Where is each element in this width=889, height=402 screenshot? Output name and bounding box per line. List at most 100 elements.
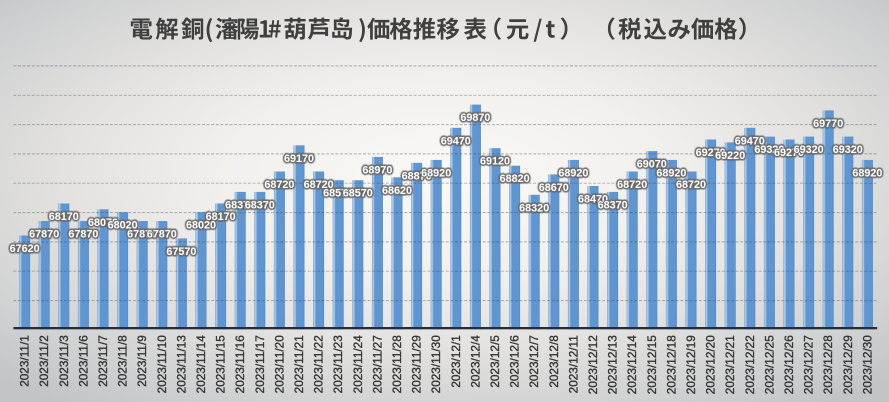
svg-text:69870: 69870 <box>460 112 490 124</box>
svg-text:69120: 69120 <box>480 156 510 168</box>
svg-text:68470: 68470 <box>578 194 608 206</box>
svg-text:68920: 68920 <box>852 167 882 179</box>
svg-text:2023/12/20: 2023/12/20 <box>704 335 718 394</box>
svg-text:2023/11/6: 2023/11/6 <box>76 335 90 387</box>
svg-text:69220: 69220 <box>715 150 745 162</box>
svg-text:68020: 68020 <box>186 220 216 232</box>
svg-text:69070: 69070 <box>637 159 667 171</box>
svg-text:68970: 68970 <box>362 164 392 176</box>
svg-text:68720: 68720 <box>617 179 647 191</box>
svg-text:68570: 68570 <box>323 188 353 200</box>
svg-text:68820: 68820 <box>500 173 530 185</box>
svg-text:69170: 69170 <box>284 153 314 165</box>
svg-text:69470: 69470 <box>735 135 765 147</box>
svg-text:2023/11/28: 2023/11/28 <box>390 335 404 394</box>
svg-text:2023/11/13: 2023/11/13 <box>174 335 188 394</box>
svg-text:67870: 67870 <box>147 229 177 241</box>
svg-text:69320: 69320 <box>833 144 863 156</box>
svg-text:68070: 68070 <box>88 217 118 229</box>
svg-text:2023/11/22: 2023/11/22 <box>312 335 326 393</box>
svg-text:2023/11/3: 2023/11/3 <box>57 335 71 387</box>
svg-text:2023/11/24: 2023/11/24 <box>351 335 365 394</box>
svg-text:2023/11/9: 2023/11/9 <box>135 335 149 387</box>
svg-text:2023/12/11: 2023/12/11 <box>566 335 580 393</box>
svg-text:68720: 68720 <box>304 179 334 191</box>
svg-text:2023/11/16: 2023/11/16 <box>233 335 247 394</box>
svg-text:2023/11/29: 2023/11/29 <box>410 335 424 393</box>
svg-text:2023/11/10: 2023/11/10 <box>155 335 169 394</box>
svg-text:2023/12/25: 2023/12/25 <box>762 335 776 394</box>
svg-text:68370: 68370 <box>245 199 275 211</box>
svg-text:69120: 69120 <box>480 156 510 168</box>
svg-text:2023/12/29: 2023/12/29 <box>841 335 855 394</box>
svg-text:2023/12/18: 2023/12/18 <box>664 335 678 394</box>
svg-text:69270: 69270 <box>696 147 726 159</box>
svg-text:2023/12/28: 2023/12/28 <box>821 335 835 394</box>
svg-text:68570: 68570 <box>343 188 373 200</box>
svg-text:68920: 68920 <box>558 167 588 179</box>
svg-text:68920: 68920 <box>656 167 686 179</box>
svg-text:69220: 69220 <box>715 150 745 162</box>
svg-text:68370: 68370 <box>225 199 255 211</box>
svg-text:68720: 68720 <box>617 179 647 191</box>
svg-text:2023/11/14: 2023/11/14 <box>194 335 208 394</box>
svg-text:68720: 68720 <box>264 179 294 191</box>
svg-text:68320: 68320 <box>519 202 549 214</box>
svg-text:68920: 68920 <box>421 167 451 179</box>
svg-text:69770: 69770 <box>813 118 843 130</box>
svg-text:2023/12/5: 2023/12/5 <box>488 335 502 388</box>
svg-text:2023/11/17: 2023/11/17 <box>253 335 267 393</box>
svg-text:68170: 68170 <box>206 211 236 223</box>
svg-text:67870: 67870 <box>127 229 157 241</box>
svg-text:69320: 69320 <box>754 144 784 156</box>
svg-text:2023/12/26: 2023/12/26 <box>782 335 796 394</box>
svg-text:69320: 69320 <box>754 144 784 156</box>
svg-text:69470: 69470 <box>441 135 471 147</box>
svg-text:68470: 68470 <box>578 194 608 206</box>
svg-text:2023/12/6: 2023/12/6 <box>508 335 522 388</box>
svg-text:68920: 68920 <box>558 167 588 179</box>
svg-text:68620: 68620 <box>382 185 412 197</box>
svg-text:67570: 67570 <box>166 246 196 258</box>
svg-text:69270: 69270 <box>774 147 804 159</box>
svg-text:68820: 68820 <box>500 173 530 185</box>
svg-text:69320: 69320 <box>794 144 824 156</box>
svg-text:68920: 68920 <box>656 167 686 179</box>
svg-text:68870: 68870 <box>402 170 432 182</box>
svg-text:67570: 67570 <box>166 246 196 258</box>
svg-text:2023/12/14: 2023/12/14 <box>625 335 639 394</box>
svg-text:67870: 67870 <box>68 229 98 241</box>
svg-text:2023/12/1: 2023/12/1 <box>449 335 463 387</box>
svg-text:68720: 68720 <box>676 179 706 191</box>
svg-text:2023/11/23: 2023/11/23 <box>331 335 345 394</box>
svg-text:68970: 68970 <box>362 164 392 176</box>
svg-text:67870: 67870 <box>127 229 157 241</box>
svg-text:69770: 69770 <box>813 118 843 130</box>
svg-text:67870: 67870 <box>147 229 177 241</box>
svg-text:2023/12/30: 2023/12/30 <box>860 335 874 394</box>
svg-text:68370: 68370 <box>598 199 628 211</box>
svg-text:68170: 68170 <box>49 211 79 223</box>
svg-text:68070: 68070 <box>88 217 118 229</box>
svg-text:68920: 68920 <box>852 167 882 179</box>
svg-text:68870: 68870 <box>402 170 432 182</box>
svg-text:68020: 68020 <box>186 220 216 232</box>
svg-text:2023/12/4: 2023/12/4 <box>468 335 482 388</box>
svg-text:68370: 68370 <box>598 199 628 211</box>
svg-text:67870: 67870 <box>29 229 59 241</box>
svg-text:2023/11/21: 2023/11/21 <box>292 335 306 393</box>
svg-text:2023/11/30: 2023/11/30 <box>429 335 443 394</box>
svg-text:68020: 68020 <box>108 220 138 232</box>
svg-text:67870: 67870 <box>29 229 59 241</box>
svg-text:69320: 69320 <box>794 144 824 156</box>
svg-text:69270: 69270 <box>696 147 726 159</box>
svg-text:67620: 67620 <box>10 243 40 255</box>
svg-text:67870: 67870 <box>68 229 98 241</box>
svg-text:68670: 68670 <box>539 182 569 194</box>
svg-text:2023/12/21: 2023/12/21 <box>723 335 737 394</box>
svg-text:2023/12/19: 2023/12/19 <box>684 335 698 394</box>
svg-text:69170: 69170 <box>284 153 314 165</box>
svg-text:69470: 69470 <box>441 135 471 147</box>
svg-text:68720: 68720 <box>304 179 334 191</box>
svg-text:2023/12/13: 2023/12/13 <box>606 335 620 394</box>
